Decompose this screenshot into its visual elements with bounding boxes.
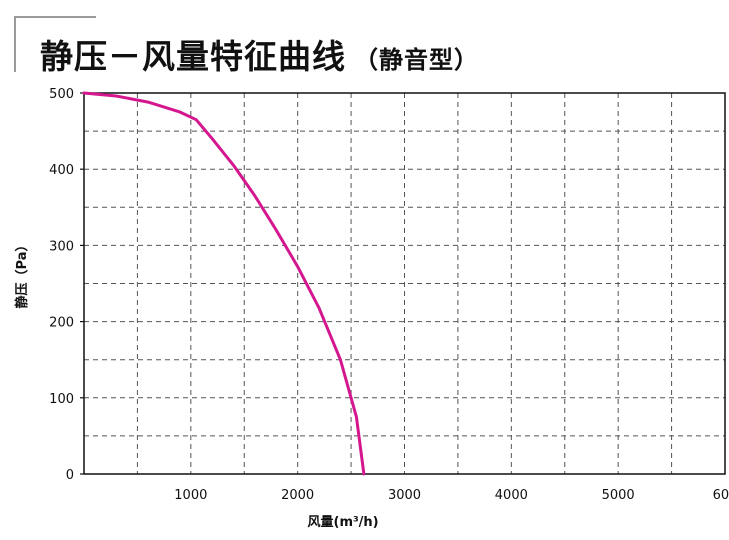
x-tick-label: 3000 — [388, 488, 421, 503]
y-tick-label: 100 — [49, 392, 74, 407]
chart-title: 静压－风量特征曲线 （静音型） — [40, 30, 479, 78]
y-tick-label: 0 — [66, 468, 74, 483]
x-tick-label: 600 — [713, 488, 729, 503]
x-tick-label: 1000 — [174, 488, 207, 503]
y-tick-label: 400 — [49, 163, 74, 178]
x-tick-label: 5000 — [602, 488, 635, 503]
x-tick-label: 4000 — [495, 488, 528, 503]
title-text: 静压－风量特征曲线 — [40, 37, 346, 76]
plot-frame — [83, 92, 726, 475]
y-axis-label: 静压（Pa） — [14, 239, 30, 309]
subtitle-text: （静音型） — [354, 46, 479, 74]
series-line — [82, 91, 366, 476]
corner-frame-top — [14, 16, 96, 18]
y-tick-label: 300 — [49, 239, 74, 254]
corner-frame-left — [14, 16, 16, 72]
y-tick-label: 200 — [49, 316, 74, 331]
y-tick-label: 500 — [49, 87, 74, 102]
x-axis-label: 风量(m³/h) — [308, 515, 379, 530]
x-tick-label: 2000 — [281, 488, 314, 503]
